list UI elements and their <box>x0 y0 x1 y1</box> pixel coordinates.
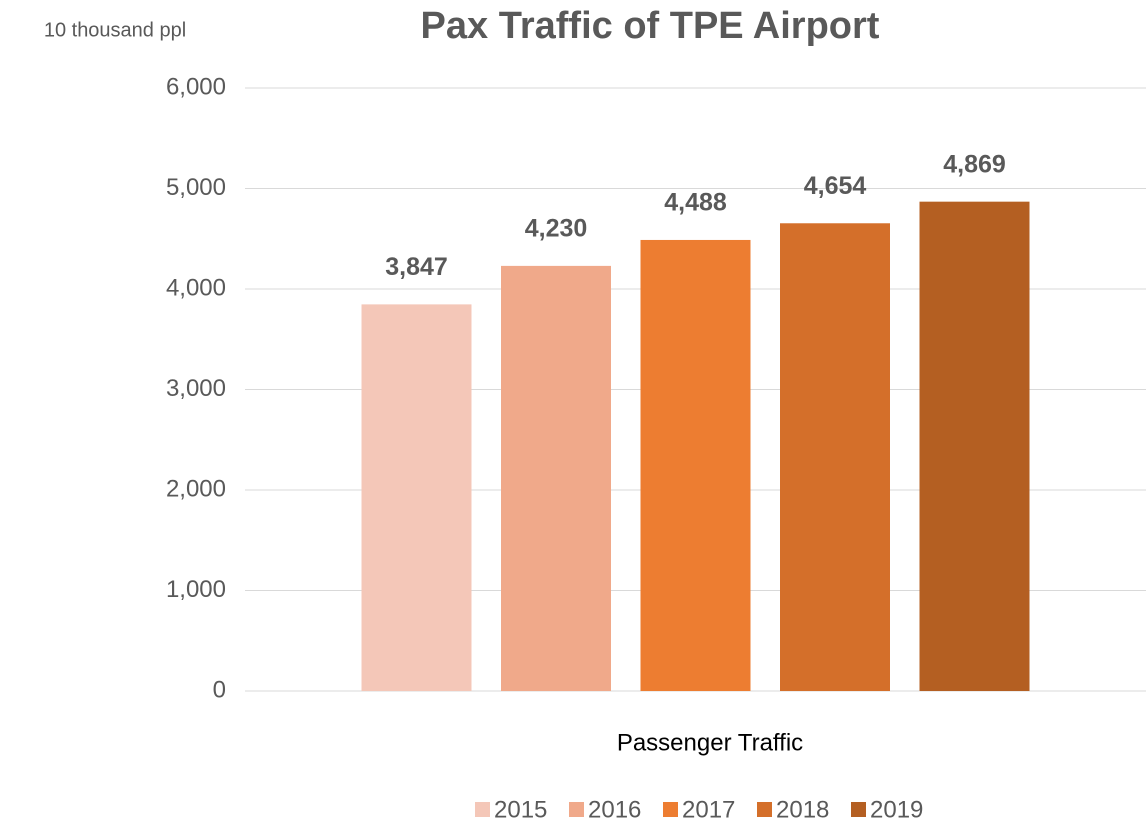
bar <box>780 223 890 691</box>
y-unit-label: 10 thousand ppl <box>44 19 186 41</box>
data-label: 4,654 <box>804 172 867 200</box>
legend-label: 2019 <box>870 796 923 823</box>
data-label: 4,230 <box>525 214 588 242</box>
legend-label: 2017 <box>682 796 735 823</box>
bar <box>501 265 611 691</box>
legend-swatch <box>569 802 584 817</box>
legend-label: 2018 <box>776 796 829 823</box>
data-label: 4,488 <box>664 189 727 217</box>
y-tick-label: 1,000 <box>166 576 226 603</box>
bar <box>361 304 472 691</box>
y-tick-label: 5,000 <box>166 174 226 201</box>
legend-swatch <box>757 802 772 817</box>
y-tick-label: 3,000 <box>166 375 226 402</box>
legend-swatch <box>663 802 678 817</box>
x-axis-label: Passenger Traffic <box>617 729 803 756</box>
legend-label: 2016 <box>588 796 641 823</box>
data-label: 3,847 <box>385 253 448 281</box>
data-label: 4,869 <box>943 150 1006 178</box>
legend-label: 2015 <box>494 796 547 823</box>
y-tick-label: 6,000 <box>166 73 226 100</box>
legend-swatch <box>475 802 490 817</box>
bar <box>640 239 751 691</box>
chart-title: Pax Traffic of TPE Airport <box>421 5 880 47</box>
y-tick-label: 0 <box>213 676 226 703</box>
y-tick-label: 4,000 <box>166 274 226 301</box>
y-tick-label: 2,000 <box>166 475 226 502</box>
bar <box>919 201 1030 691</box>
legend-swatch <box>851 802 866 817</box>
